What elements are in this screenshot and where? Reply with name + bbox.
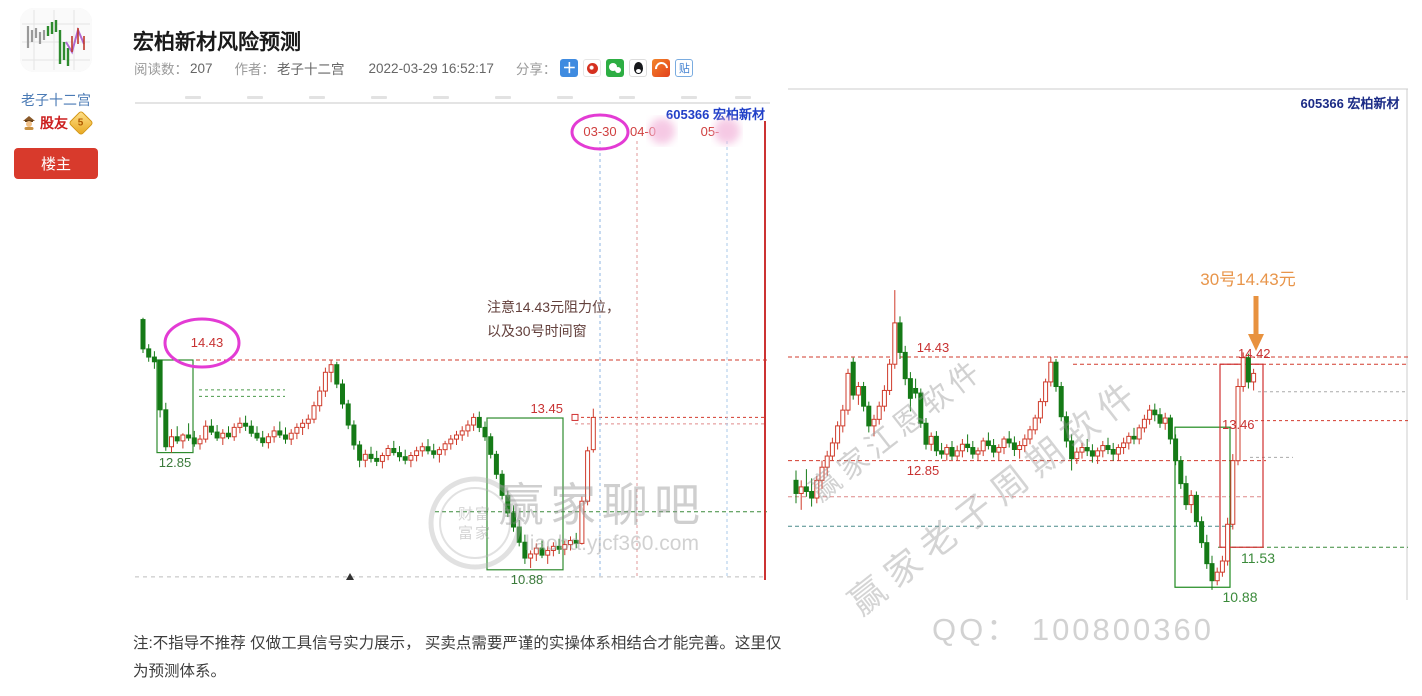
svg-text:赢家江恩软件: 赢家江恩软件: [804, 353, 990, 508]
svg-text:10.88: 10.88: [511, 572, 544, 587]
svg-text:QQ： 100800360: QQ： 100800360: [932, 612, 1214, 647]
svg-text:03-30: 03-30: [583, 124, 616, 139]
page-title: 宏柏新材风险预测: [133, 31, 301, 55]
post-meta: 阅读数： 207 作者： 老子十二宫 2022-03-29 16:52:17 分…: [134, 58, 694, 78]
author-sidebar: 老子十二宫 股友 5 楼主: [0, 0, 120, 696]
daily-candlestick-chart: 财富 富家 605366 宏柏新材 03-30 04-0 05- 14.43 12.85 13.…: [135, 93, 770, 595]
svg-text:12.85: 12.85: [159, 455, 192, 470]
svg-text:富家: 富家: [458, 524, 492, 542]
svg-text:12.85: 12.85: [907, 463, 940, 478]
share-more-icon[interactable]: ＋: [560, 59, 579, 77]
post-datetime: 2022-03-29 16:52:17: [368, 60, 494, 76]
author-username-link[interactable]: 老子十二宫: [21, 92, 91, 108]
svg-text:13.45: 13.45: [530, 401, 563, 416]
svg-text:13.46: 13.46: [1222, 417, 1255, 432]
avatar[interactable]: [20, 8, 92, 72]
avatar-mini-chart: [20, 8, 92, 72]
share-wechat-icon[interactable]: [606, 59, 625, 77]
history-candlestick-chart: 605366 宏柏新材 14.43 14.42 12.85 13.46 11.53 10.8…: [788, 88, 1410, 665]
svg-text:605366 宏柏新材: 605366 宏柏新材: [1301, 96, 1400, 111]
level-badge: 5: [68, 110, 94, 136]
svg-text:注意14.43元阻力位，: 注意14.43元阻力位，: [487, 299, 620, 315]
share-tieba-icon[interactable]: 贴: [675, 59, 694, 77]
svg-text:liaoba.yjcf360.com: liaoba.yjcf360.com: [525, 532, 699, 555]
disclaimer-note: 注:不指导不推荐 仅做工具信号实力展示， 买卖点需要严谨的实操体系相结合才能完善…: [133, 634, 782, 681]
author-badges: 股友 5: [0, 110, 112, 136]
svg-text:以及30号时间窗: 以及30号时间窗: [487, 323, 587, 339]
svg-text:14.43: 14.43: [191, 335, 224, 350]
share-weibo-icon[interactable]: [583, 59, 602, 77]
svg-text:10.88: 10.88: [1222, 589, 1257, 605]
share-qq-icon[interactable]: [629, 59, 648, 77]
author-name[interactable]: 老子十二宫: [277, 62, 345, 77]
author-label: 作者：: [234, 62, 276, 77]
share-label: 分享：: [515, 62, 557, 77]
svg-text:赢家老子周期软件: 赢家老子周期软件: [841, 369, 1150, 623]
svg-text:赢家聊吧: 赢家聊吧: [498, 479, 706, 531]
svg-text:财富: 财富: [458, 505, 492, 523]
svg-text:605366 宏柏新材: 605366 宏柏新材: [666, 107, 765, 122]
views-count: 207: [190, 60, 213, 76]
share-buttons: ＋贴: [560, 59, 694, 77]
svg-text:30号14.43元: 30号14.43元: [1200, 270, 1295, 289]
views-label: 阅读数：: [134, 62, 188, 77]
svg-text:11.53: 11.53: [1241, 550, 1275, 566]
svg-text:14.43: 14.43: [917, 340, 950, 355]
share-qzone-icon[interactable]: [652, 59, 671, 77]
svg-text:14.42: 14.42: [1238, 346, 1271, 361]
original-poster-button[interactable]: 楼主: [14, 148, 98, 179]
member-icon: [23, 116, 35, 130]
member-group-badge: 股友: [40, 115, 68, 131]
